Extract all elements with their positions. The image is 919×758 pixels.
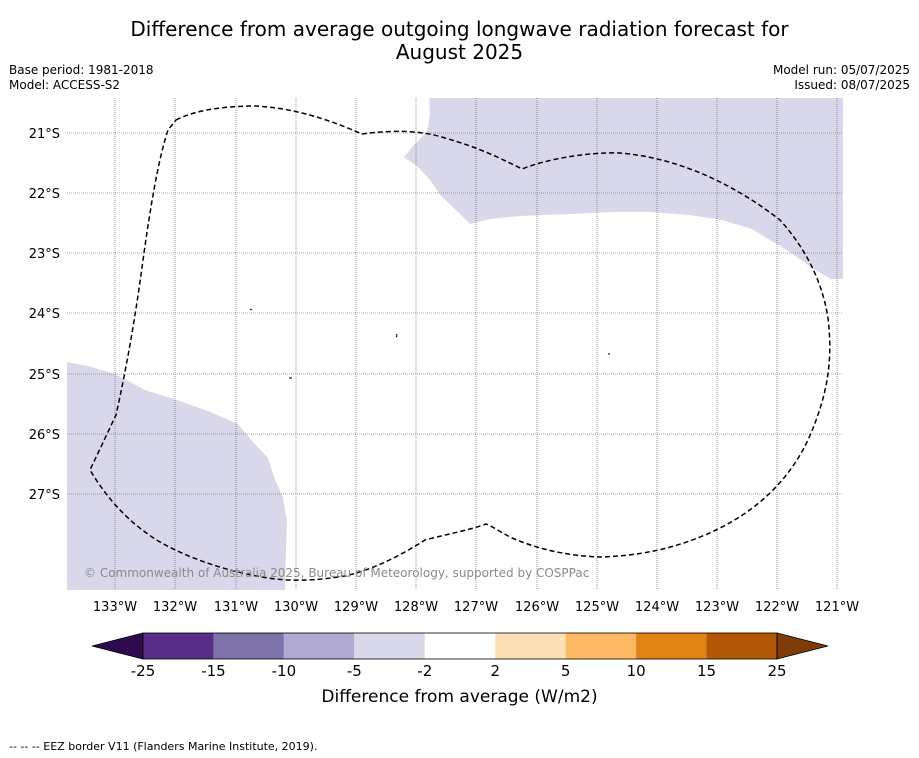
colorbar-tick-label: 15 bbox=[697, 662, 716, 680]
gridlines bbox=[67, 98, 843, 590]
metadata-right: Model run: 05/07/2025 Issued: 08/07/2025 bbox=[773, 63, 910, 93]
colorbar-segment bbox=[706, 633, 777, 659]
latitude-label: 22°S bbox=[29, 187, 60, 202]
longitude-label: 130°W bbox=[274, 600, 318, 615]
longitude-label: 133°W bbox=[93, 600, 137, 615]
longitude-label: 122°W bbox=[755, 600, 799, 615]
longitude-label: 129°W bbox=[334, 600, 378, 615]
longitude-label: 126°W bbox=[515, 600, 559, 615]
anomaly-region-southwest bbox=[67, 362, 287, 590]
longitude-label: 125°W bbox=[575, 600, 619, 615]
colorbar-segment bbox=[283, 633, 355, 659]
colorbar-tick-label: -2 bbox=[417, 662, 432, 680]
eez-border bbox=[89, 105, 831, 581]
title-line-1: Difference from average outgoing longwav… bbox=[130, 17, 789, 41]
colorbar-label: Difference from average (W/m2) bbox=[321, 687, 598, 707]
colorbar-ticks: -25 -15 -10 -5 -2 2 5 10 15 25 bbox=[131, 662, 787, 680]
colorbar-segment bbox=[143, 633, 214, 659]
longitude-label: 128°W bbox=[394, 600, 438, 615]
colorbar-tick-label: 5 bbox=[561, 662, 571, 680]
latitude-label: 21°S bbox=[29, 127, 60, 142]
colorbar-segment bbox=[354, 633, 425, 659]
longitude-label: 124°W bbox=[635, 600, 679, 615]
issued-date: Issued: 08/07/2025 bbox=[794, 78, 910, 92]
colorbar: -25 -15 -10 -5 -2 2 5 10 15 25 bbox=[91, 632, 829, 680]
colorbar-tick-label: -10 bbox=[272, 662, 297, 680]
colorbar-segment bbox=[565, 633, 637, 659]
latitude-label: 27°S bbox=[29, 488, 60, 503]
colorbar-segment bbox=[495, 633, 566, 659]
longitude-label: 127°W bbox=[454, 600, 498, 615]
colorbar-tick-label: 10 bbox=[627, 662, 646, 680]
base-period: Base period: 1981-2018 bbox=[9, 63, 154, 77]
colorbar-tick-label: -5 bbox=[347, 662, 362, 680]
colorbar-extend-max bbox=[776, 632, 829, 660]
longitude-label: 131°W bbox=[214, 600, 258, 615]
longitude-labels: 133°W 132°W 131°W 130°W 129°W 128°W 127°W 126°W… bbox=[93, 600, 859, 615]
model-run: Model run: 05/07/2025 bbox=[772, 63, 910, 77]
anomaly-region-northeast bbox=[404, 98, 843, 279]
chart-title: Difference from average outgoing longwav… bbox=[0, 18, 919, 64]
footnote: -- -- -- EEZ border V11 (Flanders Marine… bbox=[9, 740, 318, 753]
latitude-label: 23°S bbox=[29, 247, 60, 262]
map: © Commonwealth of Australia 2025, Bureau… bbox=[29, 98, 859, 615]
metadata-left: Base period: 1981-2018 Model: ACCESS-S2 bbox=[9, 63, 154, 93]
colorbar-border bbox=[142, 632, 778, 660]
model-name: Model: ACCESS-S2 bbox=[9, 78, 121, 92]
colorbar-segment bbox=[213, 633, 284, 659]
colorbar-segments bbox=[91, 632, 829, 660]
colorbar-segment bbox=[636, 633, 707, 659]
speckle bbox=[395, 333, 398, 338]
colorbar-tick-label: 2 bbox=[490, 662, 500, 680]
colorbar-tick-label: -25 bbox=[131, 662, 156, 680]
colorbar-extend-min bbox=[91, 632, 144, 660]
longitude-label: 132°W bbox=[153, 600, 197, 615]
copyright-text: © Commonwealth of Australia 2025, Bureau… bbox=[84, 566, 589, 580]
colorbar-tick-label: 25 bbox=[767, 662, 786, 680]
latitude-label: 26°S bbox=[29, 428, 60, 443]
colorbar-tick-label: -15 bbox=[201, 662, 226, 680]
speckle bbox=[249, 308, 253, 311]
longitude-label: 121°W bbox=[815, 600, 859, 615]
colorbar-segment bbox=[424, 633, 496, 659]
latitude-label: 25°S bbox=[29, 368, 60, 383]
title-line-2: August 2025 bbox=[395, 40, 524, 64]
longitude-label: 123°W bbox=[695, 600, 739, 615]
latitude-label: 24°S bbox=[29, 307, 60, 322]
latitude-labels: 21°S 22°S 23°S 24°S 25°S 26°S 27°S bbox=[29, 127, 60, 503]
map-area: © Commonwealth of Australia 2025, Bureau… bbox=[67, 98, 843, 590]
